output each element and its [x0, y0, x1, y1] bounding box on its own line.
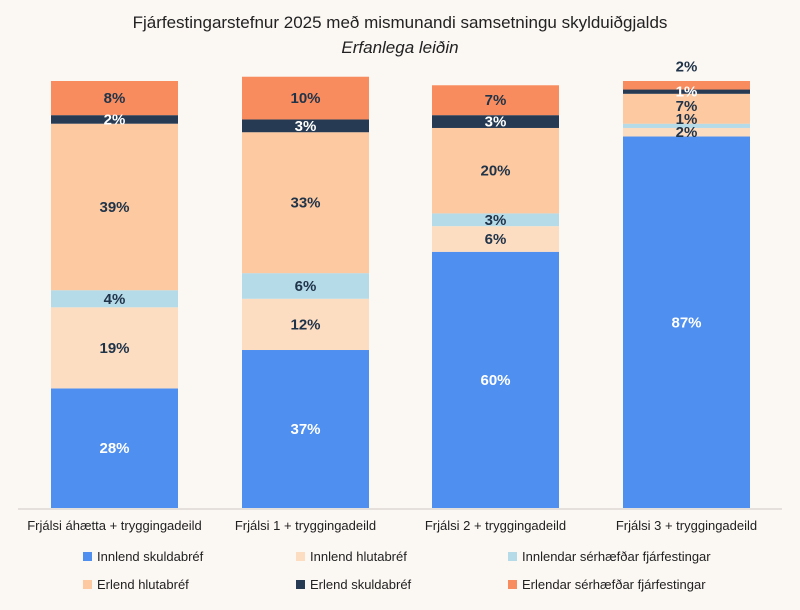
chart-title: Fjárfestingarstefnur 2025 með mismunandi… — [133, 13, 668, 32]
data-label: 8% — [104, 90, 126, 107]
data-label: 7% — [485, 92, 507, 109]
data-label: 60% — [480, 372, 510, 389]
bar-segment — [51, 388, 178, 508]
legend-label: Innlend hlutabréf — [310, 549, 407, 564]
bar-segment — [623, 136, 750, 508]
bar-segment — [51, 290, 178, 308]
bar-segment — [242, 298, 369, 351]
category-label: Frjálsi áhætta + tryggingadeild — [27, 518, 202, 533]
bar-segment — [432, 251, 559, 509]
data-label: 28% — [99, 440, 129, 457]
data-label: 2% — [676, 124, 698, 141]
legend-label: Erlend hlutabréf — [97, 577, 189, 592]
bar-segment — [242, 119, 369, 133]
bar-segment — [623, 89, 750, 94]
data-label: 12% — [290, 316, 320, 333]
bar-segment — [242, 132, 369, 274]
legend-label: Erlend skuldabréf — [310, 577, 412, 592]
data-label: 6% — [295, 278, 317, 295]
bars-group: 28% 19% 4% 39% 2% 8% 37% 12% 6% 33% 3% 10% 60% 6% 3% 20… — [51, 59, 750, 509]
legend-swatch — [508, 552, 517, 561]
bar-segment — [432, 127, 559, 214]
chart-subtitle: Erfanlega leiðin — [341, 38, 458, 57]
data-label: 4% — [104, 291, 126, 308]
bar-segment — [623, 123, 750, 128]
data-label: 3% — [485, 114, 507, 131]
legend-swatch — [296, 580, 305, 589]
legend-swatch — [296, 552, 305, 561]
data-label: 1% — [676, 84, 698, 101]
data-label: 7% — [676, 98, 698, 115]
data-label: 3% — [295, 118, 317, 135]
legend-swatch — [83, 552, 92, 561]
bar-segment — [623, 93, 750, 124]
data-label: 6% — [485, 231, 507, 248]
category-labels: Frjálsi áhætta + tryggingadeild Frjálsi 1… — [27, 518, 757, 533]
bar-segment — [51, 115, 178, 124]
bar-segment — [51, 307, 178, 389]
data-label: 87% — [671, 314, 701, 331]
category-label: Frjálsi 3 + tryggingadeild — [616, 518, 757, 533]
bar-segment — [242, 350, 369, 508]
bar-segment — [242, 76, 369, 120]
category-label: Frjálsi 1 + tryggingadeild — [235, 518, 376, 533]
bar-segment — [623, 81, 750, 90]
category-label: Frjálsi 2 + tryggingadeild — [425, 518, 566, 533]
data-label: 19% — [99, 340, 129, 357]
data-label: 2% — [104, 111, 126, 128]
data-label: 10% — [290, 90, 320, 107]
legend: Innlend skuldabréf Innlend hlutabréf Innle… — [83, 549, 711, 592]
data-label: 37% — [290, 421, 320, 438]
legend-label: Innlend skuldabréf — [97, 549, 204, 564]
bar-segment — [242, 273, 369, 299]
data-label: 39% — [99, 199, 129, 216]
legend-label: Erlendar sérhæfðar fjárfestingar — [522, 577, 706, 592]
bar-segment — [432, 115, 559, 128]
legend-swatch — [508, 580, 517, 589]
bar-segment — [432, 85, 559, 116]
legend-label: Innlendar sérhæfðar fjárfestingar — [522, 549, 711, 564]
bar-segment — [623, 127, 750, 137]
legend-swatch — [83, 580, 92, 589]
data-label: 33% — [290, 195, 320, 212]
bar-segment — [51, 81, 178, 116]
bar-segment — [51, 123, 178, 291]
data-label: 2% — [676, 59, 698, 76]
bar-segment — [432, 226, 559, 252]
data-label: 3% — [485, 212, 507, 229]
data-label: 20% — [480, 163, 510, 180]
data-label: 1% — [676, 111, 698, 128]
bar-segment — [432, 213, 559, 227]
